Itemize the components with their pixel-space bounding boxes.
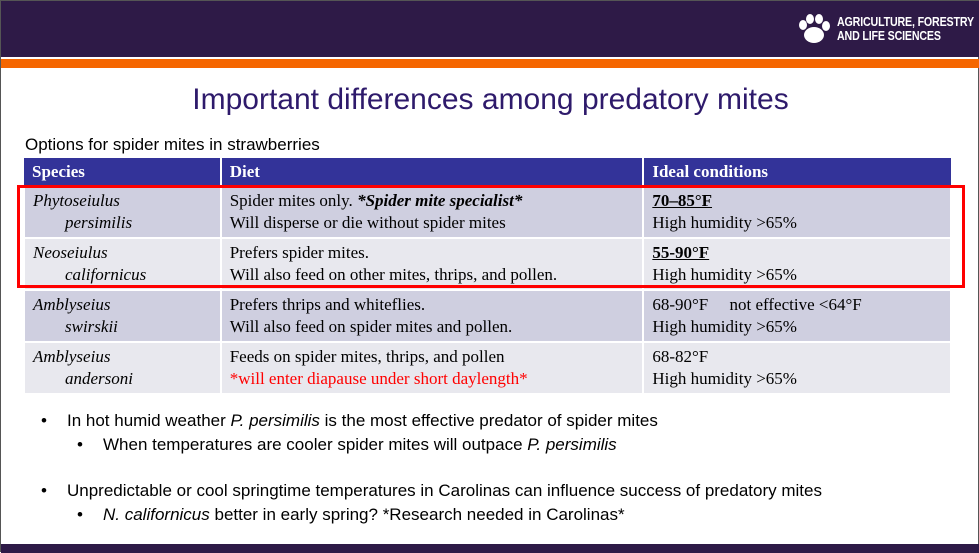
temperature: 68-90°F not effective <64°F	[652, 295, 862, 314]
genus: Neoseiulus	[33, 243, 108, 262]
table-row: Neoseiulus californicus Prefers spider mi…	[23, 237, 952, 291]
diapause-note: *will enter diapause under short dayleng…	[229, 369, 528, 388]
bullet-item: In hot humid weather P. persimilis is th…	[41, 409, 822, 433]
diet-line: Feeds on spider mites, thrips, and polle…	[229, 347, 505, 366]
humidity: High humidity >65%	[652, 265, 797, 284]
species: californicus	[65, 265, 147, 284]
orange-stripe	[1, 59, 979, 68]
paw-icon	[799, 14, 830, 43]
text: In hot humid weather	[67, 411, 231, 430]
col-diet: Diet	[220, 158, 645, 186]
temperature: 68-82°F	[652, 347, 709, 366]
highlight-box	[17, 185, 965, 288]
col-species: Species	[24, 158, 222, 186]
diet-line: Spider mites only.	[229, 191, 358, 210]
text: better in early spring? *Research needed…	[209, 505, 625, 524]
sub-bullet-item: N. californicus better in early spring? …	[41, 503, 822, 527]
specialist-note: *Spider mite specialist*	[357, 191, 523, 210]
genus: Amblyseius	[33, 347, 111, 366]
species: andersoni	[65, 369, 133, 388]
slide-subtitle: Options for spider mites in strawberries	[25, 135, 320, 154]
table-row: Amblyseius andersoni Feeds on spider mite…	[23, 341, 952, 395]
text: is the most effective predator of spider…	[319, 411, 658, 430]
diet-line: Will also feed on other mites, thrips, a…	[229, 265, 558, 284]
species: swirskii	[65, 317, 118, 336]
col-conditions: Ideal conditions	[643, 158, 951, 186]
diet-line: Prefers spider mites.	[229, 243, 369, 262]
sub-bullet-item: When temperatures are cooler spider mite…	[41, 433, 822, 457]
diet-line: Will also feed on spider mites and polle…	[229, 317, 513, 336]
slide-title: Important differences among predatory mi…	[192, 83, 789, 116]
bullet-item: Unpredictable or cool springtime tempera…	[41, 479, 822, 503]
temperature: 70–85°F	[652, 191, 713, 210]
text: When temperatures are cooler spider mite…	[103, 435, 528, 454]
table-header: Species Diet Ideal conditions	[24, 158, 951, 186]
genus: Amblyseius	[33, 295, 111, 314]
mites-table: Species Diet Ideal conditions Phytoseiul…	[23, 158, 952, 395]
table-row: Amblyseius swirskii Prefers thrips and wh…	[23, 289, 952, 343]
diet-line: Prefers thrips and whiteflies.	[229, 295, 426, 314]
species-name: N. californicus	[103, 505, 210, 524]
humidity: High humidity >65%	[652, 317, 797, 336]
humidity: High humidity >65%	[652, 369, 797, 388]
bullet-list: In hot humid weather P. persimilis is th…	[41, 409, 822, 527]
logo-line1: AGRICULTURE, FORESTRY	[837, 14, 974, 29]
species-name: P. persimilis	[527, 435, 617, 454]
diet-line: Will disperse or die without spider mite…	[229, 213, 506, 232]
genus: Phytoseiulus	[33, 191, 120, 210]
logo-line2: AND LIFE SCIENCES	[837, 28, 941, 43]
species-name: P. persimilis	[230, 411, 320, 430]
species: persimilis	[65, 213, 133, 232]
temperature: 55-90°F	[652, 243, 710, 262]
logo: AGRICULTURE, FORESTRY AND LIFE SCIENCES	[797, 13, 979, 45]
humidity: High humidity >65%	[652, 213, 797, 232]
footer-bar	[1, 544, 979, 553]
